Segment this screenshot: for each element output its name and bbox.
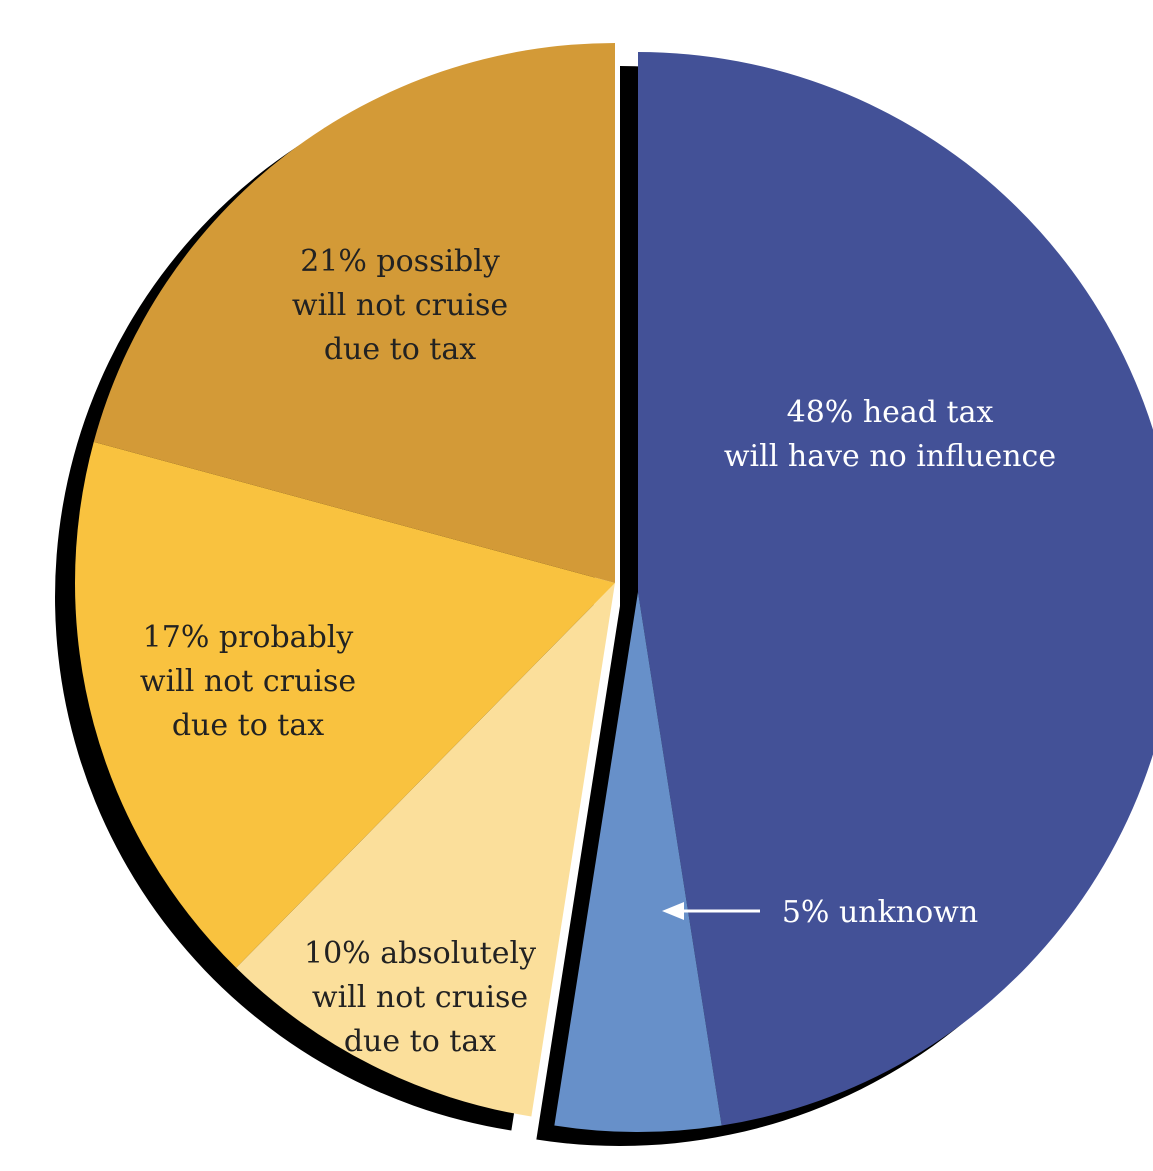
slice-label-line: 21% possibly (300, 244, 500, 279)
slice-label-21-possibly: 21% possibly will not cruise due to tax (292, 244, 508, 367)
slice-label-line: will have no influence (724, 439, 1056, 474)
pie-slice-10-absolutely (236, 583, 615, 1117)
slice-label-line: 10% absolutely (304, 936, 536, 971)
pie-slices (74, 43, 1153, 1132)
slice-label-line: 48% head tax (787, 395, 994, 430)
unknown-arrow-head-icon (662, 902, 684, 920)
slice-label-48-head-tax: 48% head tax will have no influence (724, 395, 1056, 474)
slice-label-line: 17% probably (143, 620, 354, 655)
slice-label-line: will not cruise (312, 980, 528, 1015)
pie-slice-48-head-tax (638, 52, 1153, 1126)
chart-annotations (662, 902, 760, 920)
slice-label-5-unknown: 5% unknown (782, 895, 978, 930)
slice-label-line: due to tax (344, 1024, 496, 1059)
slice-label-10-absolutely: 10% absolutely will not cruise due to tax (304, 936, 536, 1059)
pie-slice-21-possibly (93, 43, 615, 583)
slice-label-line: due to tax (324, 332, 476, 367)
slice-label-line: will not cruise (292, 288, 508, 323)
slice-label-17-probably: 17% probably will not cruise due to tax (140, 620, 356, 743)
slice-labels: 48% head tax will have no influence 5% unk… (140, 244, 1056, 1059)
pie-slice-5-unknown (554, 592, 722, 1132)
slice-label-line: 5% unknown (782, 895, 978, 930)
pie-slice-17-probably (74, 441, 615, 968)
slice-label-line: due to tax (172, 708, 324, 743)
slice-label-line: will not cruise (140, 664, 356, 699)
